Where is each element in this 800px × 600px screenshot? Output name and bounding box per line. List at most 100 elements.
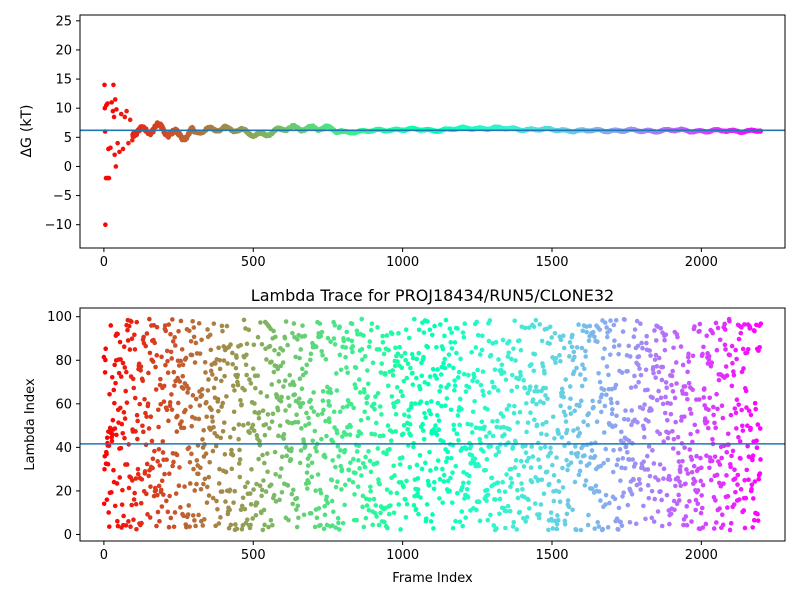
- lambda-point: [133, 429, 138, 434]
- lambda-point: [276, 433, 281, 439]
- lambda-point: [390, 372, 396, 378]
- lambda-point: [213, 376, 219, 382]
- lambda-point: [622, 465, 628, 471]
- lambda-point: [451, 365, 456, 371]
- lambda-point: [442, 356, 448, 362]
- delta-g-point: [113, 164, 119, 169]
- lambda-point: [312, 428, 318, 434]
- lambda-point: [176, 483, 182, 489]
- lambda-point: [150, 465, 155, 471]
- lambda-point: [196, 321, 202, 326]
- lambda-point: [394, 490, 400, 496]
- lambda-point: [175, 375, 180, 381]
- lambda-point: [679, 418, 684, 423]
- lambda-point: [659, 377, 665, 383]
- lambda-point: [342, 482, 348, 488]
- lambda-point: [384, 333, 390, 338]
- lambda-point: [444, 396, 450, 401]
- lambda-point: [145, 512, 150, 517]
- lambda-point: [141, 429, 146, 435]
- lambda-point: [466, 384, 472, 390]
- lambda-point: [402, 412, 407, 417]
- lambda-point: [709, 458, 715, 464]
- lambda-point: [627, 519, 633, 525]
- lambda-point: [678, 344, 684, 349]
- lambda-point: [586, 411, 592, 416]
- lambda-point: [306, 480, 312, 486]
- lambda-point: [410, 382, 416, 387]
- lambda-point: [754, 445, 760, 451]
- lambda-point: [194, 481, 199, 487]
- lambda-point: [269, 419, 275, 424]
- lambda-point: [696, 397, 702, 402]
- lambda-point: [348, 401, 354, 407]
- lambda-point: [659, 523, 665, 529]
- lambda-point: [619, 429, 624, 435]
- lambda-point: [121, 513, 126, 519]
- lambda-point: [336, 454, 342, 459]
- lambda-point: [132, 332, 137, 338]
- lambda-point: [326, 416, 332, 421]
- lambda-point: [595, 339, 600, 345]
- lambda-point: [176, 329, 181, 334]
- lambda-point: [385, 525, 390, 531]
- lambda-x-tick-label: 1000: [386, 548, 419, 563]
- lambda-point: [320, 398, 326, 403]
- lambda-point: [177, 465, 182, 470]
- lambda-point: [626, 343, 632, 349]
- lambda-point: [480, 449, 486, 454]
- lambda-point: [430, 512, 435, 517]
- lambda-point: [260, 452, 265, 458]
- lambda-point: [339, 487, 344, 492]
- lambda-point: [304, 470, 310, 475]
- lambda-point: [524, 401, 529, 406]
- lambda-point: [582, 377, 588, 382]
- lambda-point: [693, 497, 699, 503]
- lambda-point: [105, 461, 111, 467]
- lambda-point: [688, 411, 694, 416]
- lambda-point: [572, 408, 577, 414]
- lambda-point: [309, 474, 315, 480]
- lambda-point: [384, 487, 390, 492]
- lambda-point: [289, 491, 295, 497]
- lambda-point: [219, 378, 224, 384]
- lambda-point: [112, 503, 118, 509]
- lambda-point: [693, 507, 698, 513]
- lambda-point: [427, 374, 433, 379]
- lambda-point: [519, 481, 524, 486]
- lambda-point: [544, 469, 550, 475]
- lambda-point: [638, 321, 643, 327]
- lambda-point: [414, 462, 420, 468]
- lambda-point: [758, 457, 763, 462]
- lambda-point: [453, 518, 458, 524]
- lambda-point: [378, 510, 383, 516]
- lambda-point: [218, 435, 223, 441]
- lambda-point: [182, 484, 187, 489]
- lambda-point: [701, 344, 706, 350]
- lambda-point: [619, 523, 625, 528]
- lambda-point: [575, 426, 580, 431]
- lambda-point: [558, 358, 563, 364]
- lambda-point: [557, 353, 562, 358]
- lambda-point: [722, 327, 728, 332]
- lambda-point: [193, 416, 198, 421]
- lambda-point: [607, 500, 612, 506]
- lambda-point: [239, 526, 245, 532]
- lambda-point: [354, 449, 360, 454]
- lambda-point: [172, 510, 178, 515]
- lambda-point: [560, 485, 566, 490]
- lambda-point: [153, 387, 159, 392]
- lambda-point: [652, 328, 657, 333]
- lambda-point: [129, 502, 134, 508]
- lambda-point: [564, 457, 569, 463]
- lambda-point: [623, 444, 629, 450]
- lambda-point: [320, 389, 326, 394]
- lambda-point: [183, 355, 189, 361]
- lambda-point: [619, 370, 625, 375]
- lambda-point: [109, 438, 115, 444]
- lambda-point: [732, 467, 737, 473]
- lambda-point: [181, 425, 187, 431]
- lambda-point: [704, 453, 709, 458]
- lambda-point: [389, 331, 395, 337]
- lambda-point: [683, 391, 689, 397]
